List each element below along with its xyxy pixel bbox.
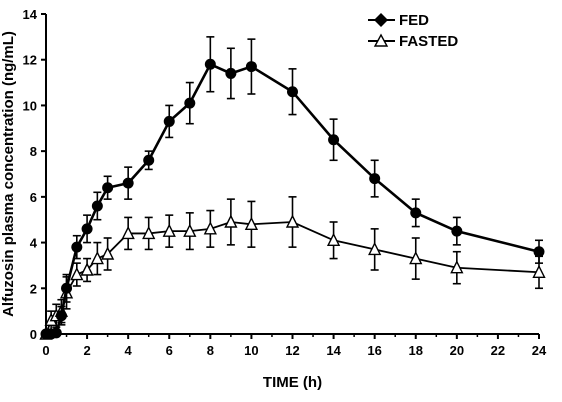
plot-area [39, 36, 546, 340]
x-tick-label: 14 [326, 343, 341, 358]
x-tick-label: 0 [42, 343, 49, 358]
x-tick-label: 18 [409, 343, 423, 358]
data-point [121, 225, 135, 240]
y-tick-label: 0 [30, 327, 37, 342]
data-point [224, 214, 238, 228]
data-point [163, 115, 175, 127]
series-line [46, 62, 540, 336]
x-tick-label: 16 [367, 343, 381, 358]
data-point [450, 260, 464, 274]
x-tick-label: 10 [244, 343, 258, 358]
data-point [142, 225, 156, 240]
data-point [122, 177, 134, 189]
data-point [100, 246, 115, 260]
data-point [326, 232, 341, 246]
data-point [183, 223, 197, 237]
y-tick-label: 14 [23, 7, 38, 22]
series-fasted [39, 196, 546, 340]
legend-item-fasted: FASTED [368, 33, 458, 50]
legend-marker [373, 33, 389, 47]
data-point [102, 182, 114, 194]
data-point [50, 327, 62, 339]
data-point [91, 200, 103, 212]
data-point [409, 251, 423, 265]
x-axis-title: TIME (h) [263, 374, 322, 391]
y-tick-label: 8 [30, 144, 37, 159]
data-point [143, 154, 155, 166]
data-point [532, 264, 546, 278]
legend-label: FED [399, 12, 429, 29]
data-point [410, 207, 422, 219]
y-ticks: 0 2 4 6 8 10 12 14 [23, 7, 46, 342]
data-point [90, 251, 104, 265]
y-axis-title: Alfuzosin plasma concentration (ng/mL) [0, 31, 17, 317]
data-point [533, 246, 545, 258]
data-point [369, 173, 381, 185]
data-point [71, 241, 83, 253]
x-tick-label: 24 [532, 343, 547, 358]
x-tick-label: 4 [125, 343, 133, 358]
data-point [451, 225, 463, 237]
data-point [285, 214, 300, 228]
data-point [287, 86, 298, 98]
x-ticks: 0 2 4 6 8 10 12 14 16 18 20 22 24 [42, 334, 547, 358]
data-point [80, 262, 94, 276]
data-point [328, 134, 340, 146]
y-tick-label: 2 [30, 281, 37, 296]
data-point [245, 61, 257, 73]
y-tick-label: 6 [30, 190, 37, 205]
legend-marker [374, 13, 388, 27]
x-tick-label: 22 [491, 343, 505, 358]
legend-label: FASTED [399, 33, 458, 50]
x-tick-label: 20 [450, 343, 464, 358]
data-point [204, 58, 216, 70]
data-point [244, 216, 259, 230]
y-tick-label: 4 [30, 236, 38, 251]
legend-item-fed: FED [368, 12, 429, 29]
data-point [225, 67, 237, 79]
data-point [61, 282, 73, 294]
series-fed [40, 36, 545, 340]
data-point [55, 310, 67, 322]
x-tick-label: 6 [166, 343, 173, 358]
legend: FED FASTED [368, 12, 458, 50]
data-point [81, 223, 93, 235]
data-point [184, 97, 196, 109]
x-tick-label: 2 [83, 343, 90, 358]
data-point [368, 241, 382, 256]
x-tick-label: 8 [207, 343, 214, 358]
y-tick-label: 12 [23, 53, 37, 68]
data-point [70, 267, 84, 281]
x-tick-label: 12 [285, 343, 299, 358]
y-tick-label: 10 [23, 98, 37, 113]
data-point [203, 221, 217, 235]
data-point [162, 223, 176, 237]
